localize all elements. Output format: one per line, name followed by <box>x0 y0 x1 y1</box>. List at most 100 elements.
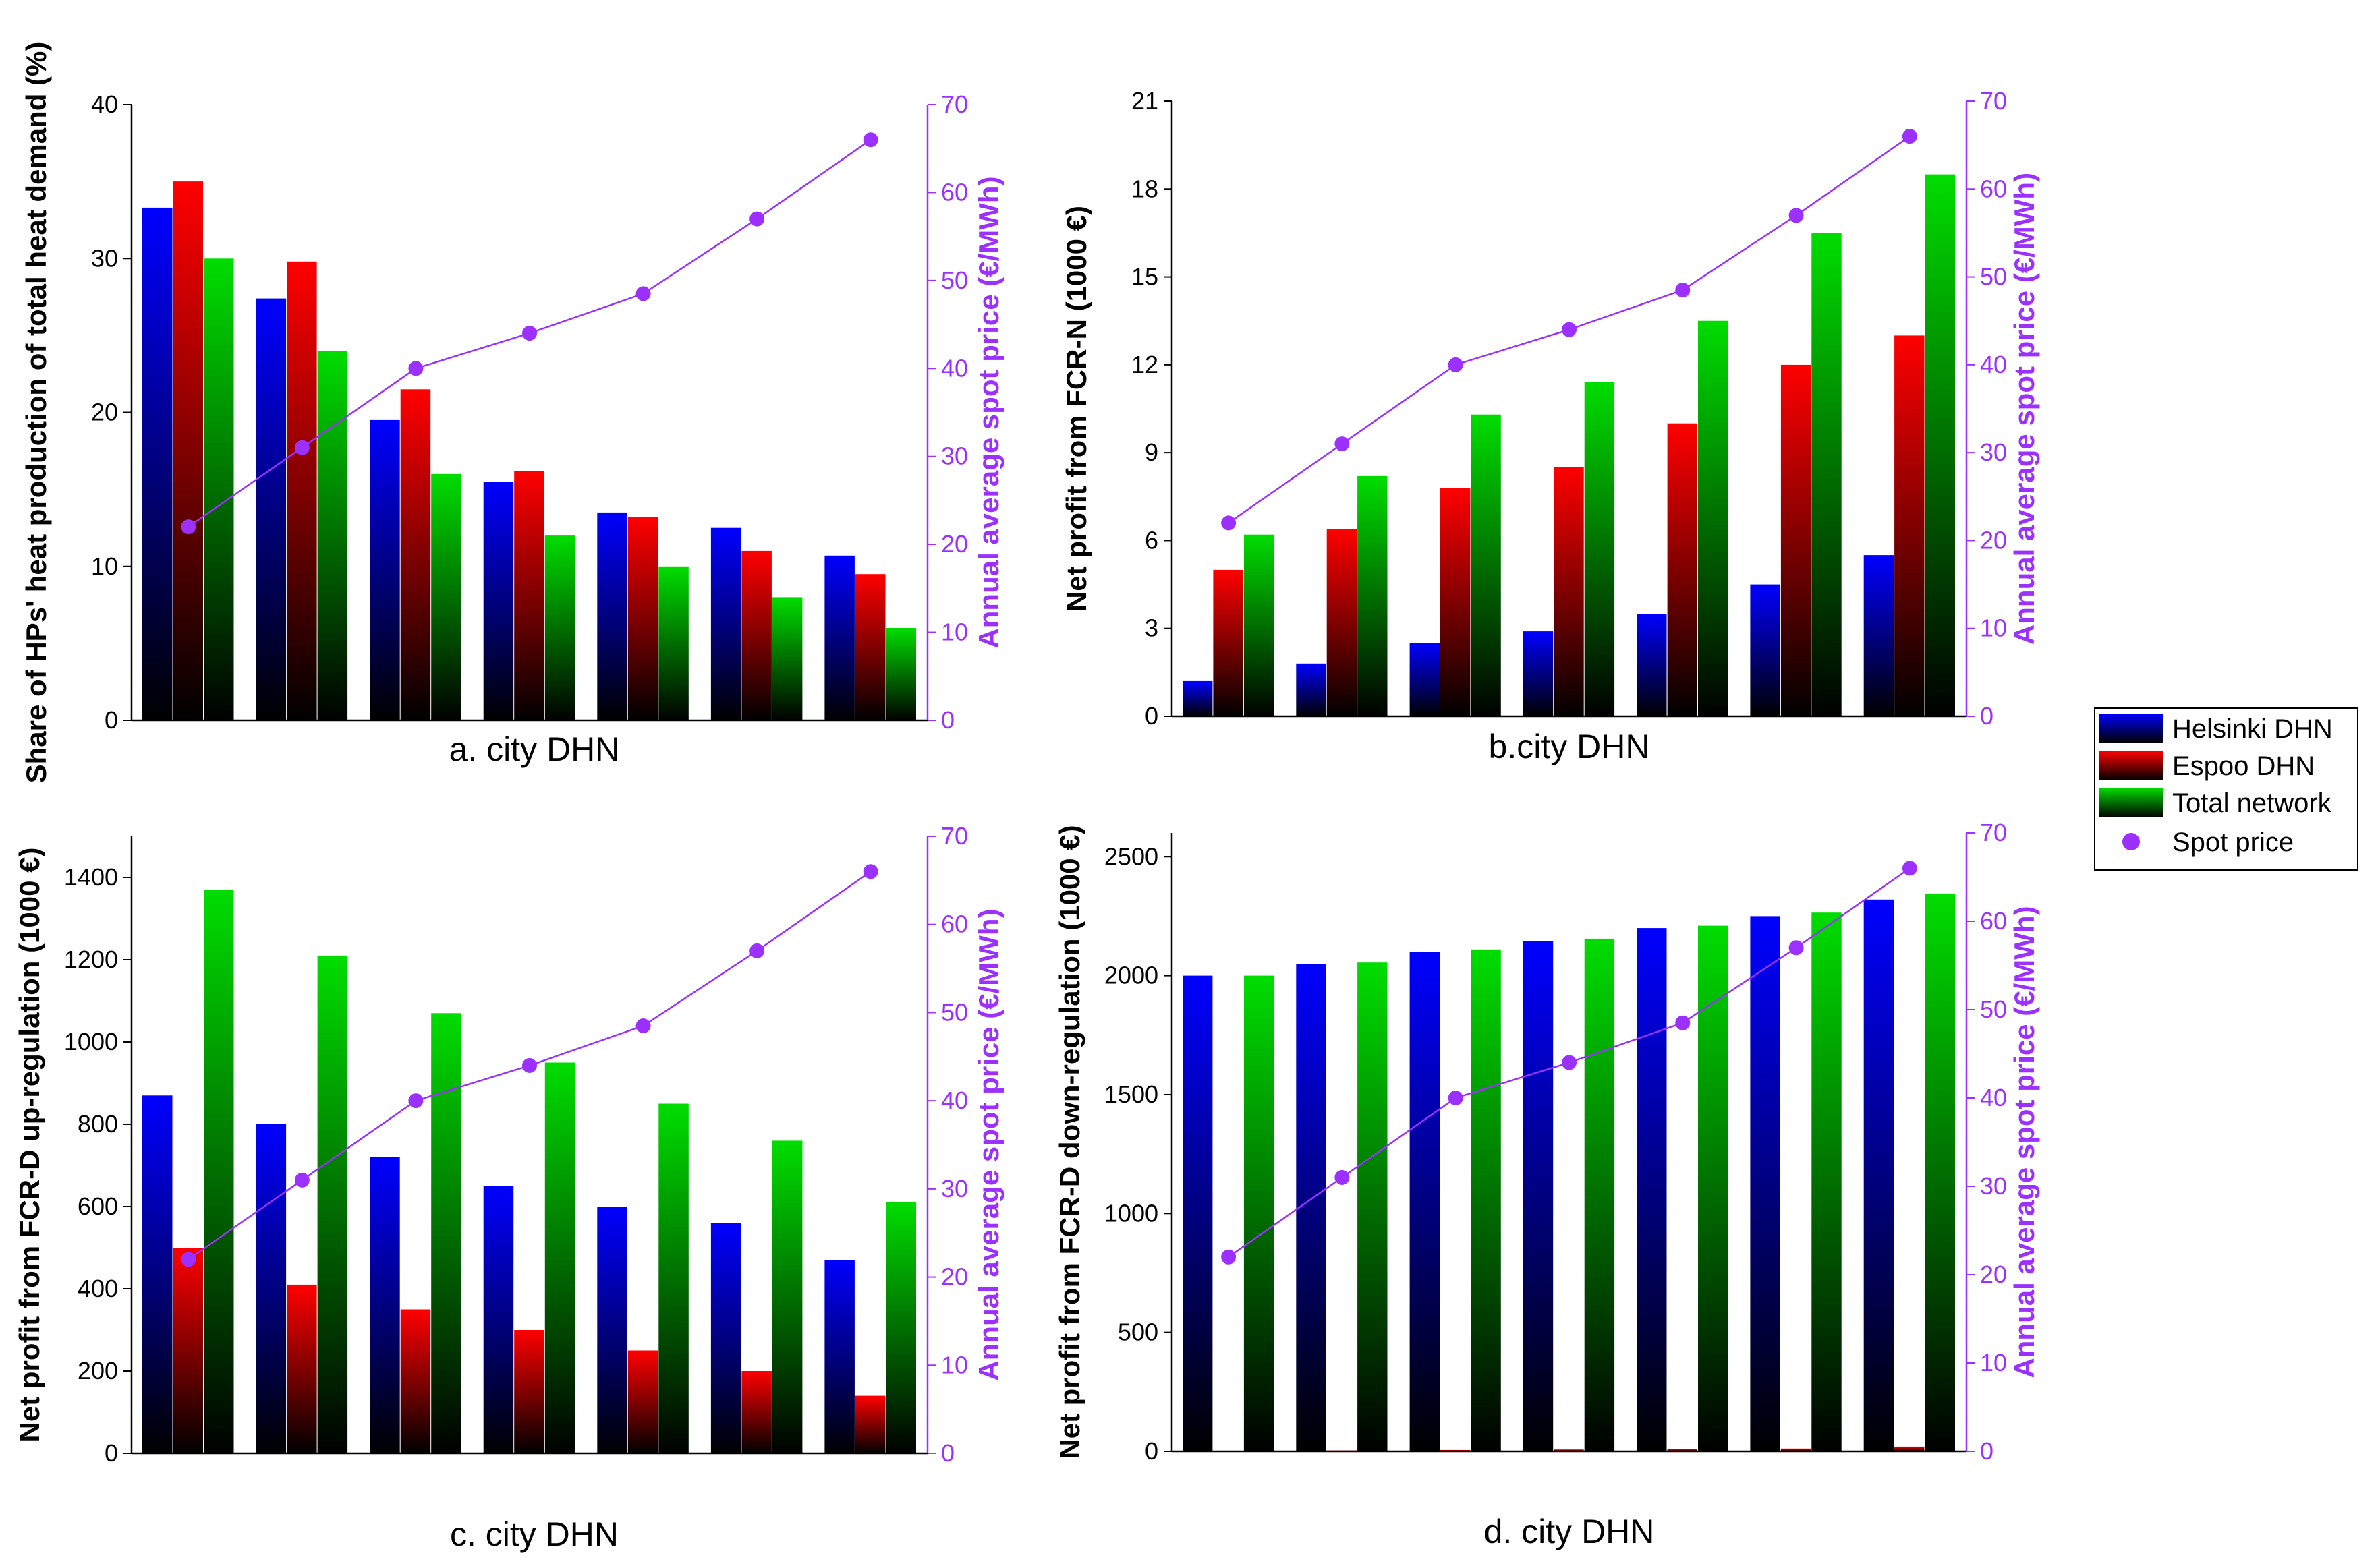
y-tick-label-b-6: 18 <box>1131 175 1158 202</box>
spot-price-point-d-5 <box>1675 1015 1691 1030</box>
bar-d-helsinki-6 <box>1750 916 1780 1451</box>
panel-b: 0 3 6 9 12 15 18 21 0 10 20 30 40 50 60 70 Net profit fr… <box>1060 87 2040 765</box>
y2-tick-label-b-2: 20 <box>1980 526 2007 554</box>
legend-item-espoo: Espoo DHN <box>2099 751 2315 781</box>
bar-b-helsinki-6 <box>1750 584 1780 716</box>
y2-axis-label-d: Annual average spot price (€/MWh) <box>2008 906 2040 1378</box>
bar-b-helsinki-3 <box>1409 643 1440 716</box>
y-tick-label-c-5: 1000 <box>64 1028 118 1055</box>
bar-a-total-4 <box>544 535 575 720</box>
panel-a: 0 10 20 30 40 0 10 20 30 40 50 60 70 Share of HPs' he… <box>20 42 1004 784</box>
bar-b-espoo-4 <box>1554 467 1584 716</box>
spot-price-point-d-7 <box>1902 861 1917 876</box>
spot-price-point-b-4 <box>1562 322 1577 337</box>
y-axis-label-c: Net profit from FCR-D up-regulation (100… <box>13 847 45 1442</box>
bar-b-total-2 <box>1357 475 1388 716</box>
y2-tick-label-d-4: 40 <box>1980 1084 2007 1111</box>
legend-item-spot: Spot price <box>2122 827 2294 857</box>
caption-b: b.city DHN <box>1489 728 1650 765</box>
spot-price-point-d-2 <box>1334 1169 1350 1185</box>
bar-d-total-6 <box>1811 912 1842 1451</box>
y2-tick-label-c-3: 30 <box>941 1175 968 1202</box>
y-tick-label-a-4: 40 <box>91 90 118 118</box>
spot-price-point-b-3 <box>1448 357 1463 372</box>
bar-b-espoo-3 <box>1440 488 1471 716</box>
bar-c-helsinki-7 <box>824 1260 855 1453</box>
bar-c-helsinki-4 <box>483 1186 514 1453</box>
y2-tick-label-a-5: 50 <box>941 266 968 294</box>
bar-b-espoo-5 <box>1667 423 1697 716</box>
bar-c-total-6 <box>772 1140 803 1453</box>
y2-tick-label-a-6: 60 <box>941 178 968 206</box>
y-tick-label-c-4: 800 <box>78 1110 118 1138</box>
bar-a-helsinki-6 <box>710 527 741 720</box>
spot-price-point-a-6 <box>749 211 765 227</box>
bar-d-espoo-7 <box>1894 1446 1925 1451</box>
bar-d-espoo-6 <box>1780 1448 1811 1451</box>
y-tick-label-b-5: 15 <box>1131 263 1158 291</box>
y2-tick-label-a-1: 10 <box>941 618 968 646</box>
bar-d-total-7 <box>1925 893 1955 1451</box>
bar-c-espoo-3 <box>400 1309 431 1453</box>
bar-a-espoo-6 <box>741 550 772 720</box>
bar-a-helsinki-5 <box>597 512 627 720</box>
bar-b-espoo-7 <box>1894 335 1925 716</box>
spot-price-point-b-5 <box>1675 283 1691 298</box>
bar-c-total-1 <box>204 890 234 1453</box>
y2-tick-label-d-7: 70 <box>1980 819 2007 846</box>
bar-b-espoo-2 <box>1326 529 1357 716</box>
bar-d-total-3 <box>1471 949 1501 1451</box>
y2-tick-label-a-0: 0 <box>941 706 955 734</box>
y2-tick-label-a-2: 20 <box>941 530 968 558</box>
y-axis-label-a: Share of HPs' heat production of total h… <box>20 42 52 784</box>
y2-tick-label-c-1: 10 <box>941 1351 968 1378</box>
y2-tick-label-d-0: 0 <box>1980 1437 1993 1465</box>
bar-c-total-7 <box>886 1202 916 1453</box>
bar-c-total-5 <box>658 1103 689 1453</box>
y2-tick-label-d-2: 20 <box>1980 1260 2007 1288</box>
bar-b-espoo-6 <box>1780 364 1811 716</box>
caption-a: a. city DHN <box>449 730 620 768</box>
y-tick-label-d-3: 1500 <box>1104 1080 1158 1108</box>
bar-c-espoo-2 <box>287 1284 317 1453</box>
spot-price-point-c-7 <box>863 864 878 879</box>
legend-label-helsinki: Helsinki DHN <box>2172 714 2333 744</box>
panel-c: 0 200 400 600 800 1000 1200 1400 0 10 20 30 40 50 60 70… <box>13 822 1004 1553</box>
legend-swatch-total <box>2099 788 2163 817</box>
bar-a-espoo-7 <box>855 574 886 720</box>
bar-a-helsinki-1 <box>142 207 173 720</box>
bar-b-espoo-1 <box>1213 569 1243 716</box>
y2-tick-label-b-1: 10 <box>1980 614 2007 642</box>
y2-tick-label-c-6: 60 <box>941 910 968 938</box>
spot-price-point-d-3 <box>1448 1091 1463 1105</box>
spot-price-point-c-3 <box>408 1093 424 1109</box>
panel-d: 0 500 1000 1500 2000 2500 0 10 20 30 40 50 60 70 Net p… <box>1054 819 2040 1550</box>
spot-price-point-c-5 <box>635 1018 651 1033</box>
bar-d-total-4 <box>1584 938 1615 1451</box>
bar-a-total-5 <box>658 566 689 721</box>
bar-c-total-4 <box>544 1062 575 1453</box>
y-axis-label-d: Net profit from FCR-D down-regulation (1… <box>1054 825 1085 1459</box>
spot-price-point-b-2 <box>1334 436 1350 452</box>
y-tick-label-a-3: 30 <box>91 244 118 272</box>
y2-tick-label-d-3: 30 <box>1980 1172 2007 1200</box>
spot-price-point-c-4 <box>522 1057 537 1073</box>
y2-tick-label-c-7: 70 <box>941 822 968 850</box>
spot-price-point-c-2 <box>294 1172 310 1188</box>
spot-price-point-a-1 <box>181 519 196 535</box>
y-tick-label-b-2: 6 <box>1145 526 1158 554</box>
bar-a-helsinki-2 <box>256 298 287 721</box>
spot-price-point-a-2 <box>294 440 310 455</box>
bar-c-helsinki-5 <box>597 1207 627 1453</box>
y2-tick-label-d-1: 10 <box>1980 1349 2007 1376</box>
spot-price-point-a-5 <box>635 286 651 301</box>
spot-price-point-a-3 <box>408 361 424 376</box>
y-tick-label-b-0: 0 <box>1145 702 1158 730</box>
y2-tick-label-a-7: 70 <box>941 90 968 118</box>
bar-c-helsinki-3 <box>370 1157 400 1453</box>
bar-b-total-5 <box>1698 320 1728 716</box>
y-tick-label-a-0: 0 <box>105 706 118 734</box>
bar-a-total-3 <box>431 473 461 720</box>
bar-b-helsinki-1 <box>1183 680 1213 716</box>
